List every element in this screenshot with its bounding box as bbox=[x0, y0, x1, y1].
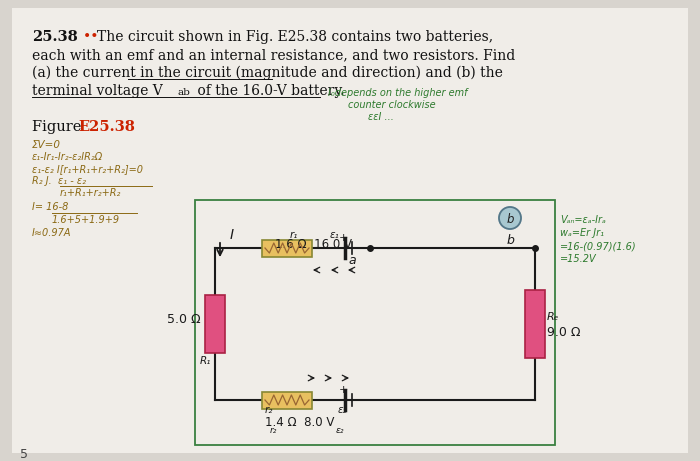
Bar bbox=[262, 240, 312, 256]
Text: 1.6 Ω  16.0 V: 1.6 Ω 16.0 V bbox=[275, 238, 352, 251]
Text: counter clockwise: counter clockwise bbox=[348, 100, 435, 110]
Text: b: b bbox=[507, 234, 515, 247]
Text: I= 16-8: I= 16-8 bbox=[32, 202, 69, 212]
Text: b: b bbox=[506, 213, 514, 225]
Text: terminal voltage V: terminal voltage V bbox=[32, 84, 162, 98]
Text: ε₁-Ir₁-Ir₂-ε₂IR₂Ω: ε₁-Ir₁-Ir₂-ε₂IR₂Ω bbox=[32, 152, 104, 162]
Text: =16-(0.97)(1.6): =16-(0.97)(1.6) bbox=[560, 241, 636, 251]
Text: 5: 5 bbox=[20, 448, 28, 461]
Text: 5.0 Ω: 5.0 Ω bbox=[167, 313, 201, 325]
Text: Rₑ: Rₑ bbox=[547, 312, 559, 322]
Text: I: I bbox=[230, 228, 234, 242]
Bar bbox=[195, 200, 555, 445]
Text: The circuit shown in Fig. E25.38 contains two batteries,: The circuit shown in Fig. E25.38 contain… bbox=[97, 30, 493, 44]
Text: ε₂: ε₂ bbox=[336, 426, 344, 435]
Text: r₂: r₂ bbox=[265, 405, 274, 415]
Text: ab: ab bbox=[178, 88, 191, 97]
Text: I≈0.97A: I≈0.97A bbox=[32, 228, 71, 238]
Text: E25.38: E25.38 bbox=[78, 120, 135, 134]
Bar bbox=[262, 391, 312, 408]
Text: εεI ...: εεI ... bbox=[368, 112, 394, 122]
Text: 1.6+5+1.9+9: 1.6+5+1.9+9 bbox=[52, 215, 120, 225]
Text: I₀depends on the higher emf: I₀depends on the higher emf bbox=[328, 88, 468, 98]
Text: Figure: Figure bbox=[32, 120, 86, 134]
Bar bbox=[525, 290, 545, 358]
Text: ε₁: ε₁ bbox=[330, 230, 340, 240]
Circle shape bbox=[499, 207, 521, 229]
Text: (a) the current in the circuit (magnitude and direction) and (b) the: (a) the current in the circuit (magnitud… bbox=[32, 66, 503, 80]
Text: r₂: r₂ bbox=[270, 426, 277, 435]
Text: Vₐₙ=εₐ-Irₐ: Vₐₙ=εₐ-Irₐ bbox=[560, 215, 606, 225]
Text: R₂ J.  ε₁ - ε₂: R₂ J. ε₁ - ε₂ bbox=[32, 176, 86, 186]
Bar bbox=[205, 295, 225, 353]
Text: 9.0 Ω: 9.0 Ω bbox=[547, 326, 580, 339]
Text: R₁: R₁ bbox=[200, 356, 211, 366]
Text: ε₁-ε₂ I[r₁+R₁+r₂+R₂]=0: ε₁-ε₂ I[r₁+R₁+r₂+R₂]=0 bbox=[32, 164, 143, 174]
Text: 1.4 Ω  8.0 V: 1.4 Ω 8.0 V bbox=[265, 416, 335, 429]
Text: a: a bbox=[348, 254, 356, 267]
Text: ΣV=0: ΣV=0 bbox=[32, 140, 61, 150]
Text: r₁+R₁+r₂+R₂: r₁+R₁+r₂+R₂ bbox=[60, 188, 121, 198]
Text: =15.2V: =15.2V bbox=[560, 254, 596, 264]
Text: each with an emf and an internal resistance, and two resistors. Find: each with an emf and an internal resista… bbox=[32, 48, 515, 62]
Text: ε₂: ε₂ bbox=[338, 405, 348, 415]
Text: ••: •• bbox=[83, 30, 99, 44]
Text: r₁: r₁ bbox=[290, 230, 298, 240]
Text: 25.38: 25.38 bbox=[32, 30, 78, 44]
Text: wₐ=Er Jr₁: wₐ=Er Jr₁ bbox=[560, 228, 604, 238]
Text: +: + bbox=[339, 233, 349, 243]
Text: of the 16.0-V battery.: of the 16.0-V battery. bbox=[193, 84, 344, 98]
Text: +: + bbox=[339, 385, 349, 395]
